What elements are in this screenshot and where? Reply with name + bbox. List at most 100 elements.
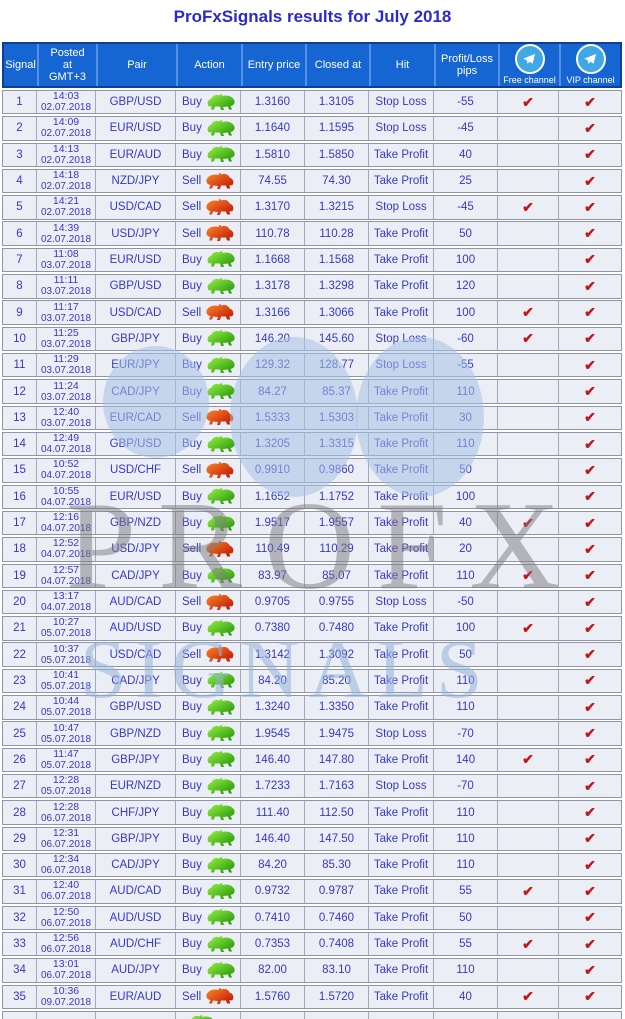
- cell-signal-number: 30: [13, 859, 26, 872]
- cell-action: Sell: [175, 222, 240, 245]
- posted-date: 05.07.2018: [40, 759, 92, 771]
- posted-time: 12:28: [52, 775, 80, 787]
- cell-pair: [95, 1011, 175, 1019]
- col-header-free-channel[interactable]: Free channel: [498, 44, 559, 86]
- col-header-vip-channel[interactable]: VIP channel: [559, 44, 620, 86]
- posted-time: 10:41: [52, 669, 80, 681]
- table-row: 30 12:34 06.07.2018 CAD/JPY Buy 84.20 85…: [2, 852, 622, 878]
- posted-date: 03.07.2018: [40, 312, 92, 324]
- cell-free-channel-check: [497, 169, 558, 193]
- cell-vip-channel-check: ✔: [558, 90, 621, 114]
- table-row: 24 10:44 05.07.2018 GBP/USD Buy 1.3240 1…: [2, 695, 622, 720]
- cell-profit-loss-pips: [433, 1011, 497, 1019]
- table-row: 13 12:40 03.07.2018 EUR/CAD Sell 1.5333 …: [2, 405, 622, 431]
- bear-icon: [204, 593, 236, 612]
- action-label: Buy: [182, 727, 202, 740]
- posted-date: 04.07.2018: [40, 549, 92, 561]
- cell-pair: AUD/CHF: [95, 932, 175, 956]
- cell-free-channel-check: [497, 143, 558, 166]
- action-label: Buy: [182, 253, 202, 266]
- cell-entry-price: 0.9705: [240, 590, 304, 614]
- table-header: Signal Posted at GMT+3 Pair Action Entry…: [2, 42, 622, 88]
- cell-action: Buy: [175, 853, 240, 877]
- cell-free-channel-check: [497, 853, 558, 877]
- cell-entry-price: 1.7233: [240, 775, 304, 798]
- cell-signal-number: 31: [13, 885, 26, 898]
- cell-entry-price: 1.3160: [240, 90, 304, 114]
- cell-vip-channel-check: ✔: [558, 932, 621, 956]
- cell-profit-loss-pips: -45: [433, 117, 497, 140]
- posted-date: 06.07.2018: [40, 944, 92, 956]
- posted-time: 11:24: [53, 380, 79, 392]
- cell-vip-channel-check: ✔: [558, 617, 621, 640]
- cell-pair: GBP/JPY: [95, 748, 175, 772]
- cell-vip-channel-check: ✔: [558, 511, 621, 535]
- cell-free-channel-check: ✔: [497, 617, 558, 640]
- posted-date: 06.07.2018: [40, 891, 92, 903]
- cell-pair: GBP/JPY: [95, 827, 175, 851]
- cell-pair: CAD/JPY: [95, 380, 175, 403]
- table-row: 29 12:31 06.07.2018 GBP/JPY Buy 146.40 1…: [2, 826, 622, 852]
- cell-posted-at: 10:27 05.07.2018: [36, 617, 95, 640]
- bull-icon: [205, 250, 237, 269]
- cell-action: Buy: [175, 932, 240, 956]
- posted-date: 04.07.2018: [40, 602, 92, 614]
- cell-pair: EUR/USD: [95, 485, 175, 508]
- posted-time: 12:40: [52, 406, 80, 418]
- table-body: 1 14:03 02.07.2018 GBP/USD Buy 1.3160 1.…: [2, 89, 622, 1019]
- posted-time: 10:52: [52, 459, 80, 471]
- cell-closed-at: 1.5850: [304, 143, 368, 166]
- cell-action: Buy: [175, 485, 240, 508]
- cell-hit: Take Profit: [368, 880, 433, 903]
- cell-closed-at: 85.07: [304, 564, 368, 587]
- bear-icon: [204, 408, 236, 427]
- posted-date: 06.07.2018: [40, 865, 92, 877]
- table-row: 1 14:03 02.07.2018 GBP/USD Buy 1.3160 1.…: [2, 89, 622, 115]
- cell-vip-channel-check: ✔: [558, 959, 621, 982]
- cell-free-channel-check: ✔: [497, 564, 558, 587]
- cell-posted-at: 10:47 05.07.2018: [36, 722, 95, 745]
- cell-profit-loss-pips: 40: [433, 985, 497, 1008]
- cell-action: Sell: [175, 169, 240, 193]
- cell-vip-channel-check: ✔: [558, 880, 621, 903]
- cell-vip-channel-check: ✔: [558, 432, 621, 456]
- table-row: 32 12:50 06.07.2018 AUD/USD Buy 0.7410 0…: [2, 905, 622, 930]
- cell-pair: GBP/USD: [95, 275, 175, 298]
- cell-signal-number: 9: [16, 306, 23, 319]
- cell-signal-number: 23: [13, 674, 26, 687]
- cell-hit: Take Profit: [368, 827, 433, 851]
- cell-free-channel-check: [497, 459, 558, 482]
- bear-icon: [204, 645, 236, 664]
- cell-hit: Take Profit: [368, 485, 433, 508]
- cell-action: Buy: [175, 722, 240, 745]
- action-label: Buy: [182, 701, 202, 714]
- cell-signal-number: 34: [13, 964, 26, 977]
- table-row: 16 10:55 04.07.2018 EUR/USD Buy 1.1652 1…: [2, 484, 622, 509]
- page-title: ProFxSignals results for July 2018: [173, 7, 452, 26]
- cell-closed-at: 1.1568: [304, 248, 368, 272]
- cell-vip-channel-check: ✔: [558, 196, 621, 219]
- action-label: Sell: [182, 201, 202, 214]
- cell-closed-at: 112.50: [304, 801, 368, 824]
- posted-date: 03.07.2018: [40, 365, 92, 377]
- cell-free-channel-check: [497, 722, 558, 745]
- bull-icon: [205, 435, 237, 454]
- cell-profit-loss-pips: 100: [433, 301, 497, 324]
- cell-pair: EUR/CAD: [95, 406, 175, 430]
- cell-pair: AUD/USD: [95, 906, 175, 929]
- cell-profit-loss-pips: 20: [433, 538, 497, 561]
- cell-action: Buy: [175, 696, 240, 719]
- cell-vip-channel-check: ✔: [558, 801, 621, 824]
- col-header-profit-loss-pips: Profit/Loss pips: [434, 44, 498, 86]
- cell-vip-channel-check: ✔: [558, 564, 621, 587]
- cell-profit-loss-pips: -55: [433, 90, 497, 114]
- cell-pair: GBP/USD: [95, 696, 175, 719]
- cell-closed-at: 85.30: [304, 853, 368, 877]
- cell-pair: NZD/JPY: [95, 169, 175, 193]
- posted-date: 02.07.2018: [40, 154, 92, 166]
- cell-action: Buy: [175, 354, 240, 377]
- cell-pair: GBP/USD: [95, 90, 175, 114]
- table-row: 27 12:28 05.07.2018 EUR/NZD Buy 1.7233 1…: [2, 774, 622, 799]
- action-label: Sell: [182, 464, 202, 477]
- cell-hit: Take Profit: [368, 906, 433, 929]
